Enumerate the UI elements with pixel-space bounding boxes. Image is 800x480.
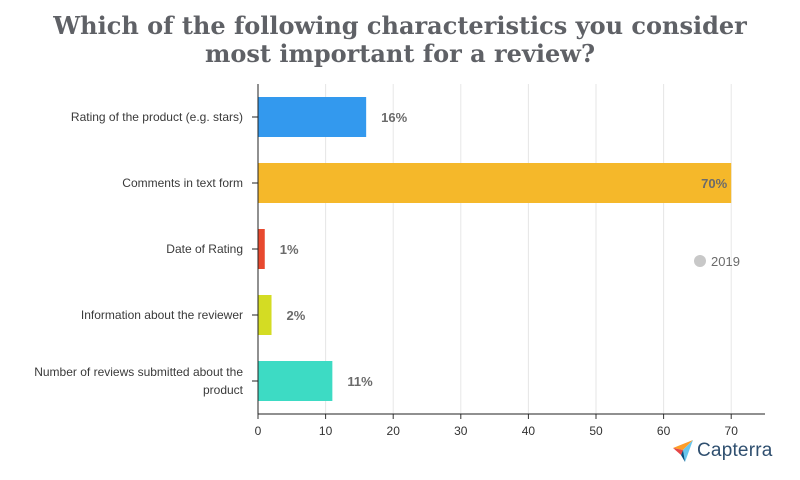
capterra-logo: Capterra: [672, 438, 773, 464]
capterra-arrow-icon: [673, 440, 693, 462]
x-tick-label: 30: [454, 424, 468, 438]
x-tick-label: 10: [319, 424, 333, 438]
chart-title-line-1: Which of the following characteristics y…: [53, 11, 747, 40]
data-label: 1%: [280, 242, 299, 257]
category-label: Rating of the product (e.g. stars): [71, 110, 243, 124]
x-tick-label: 20: [387, 424, 401, 438]
capterra-wordmark: Capterra: [697, 440, 773, 461]
data-label: 16%: [381, 110, 407, 125]
axes: [252, 84, 765, 419]
category-label: product: [203, 383, 244, 397]
bars: [258, 97, 732, 401]
legend: 2019: [694, 254, 740, 269]
labels: 0 10 20 30 40 50 60 70 Rating of the product (e.…: [34, 110, 738, 438]
x-tick-label: 70: [725, 424, 739, 438]
legend-marker: [694, 255, 706, 267]
x-tick-label: 0: [255, 424, 262, 438]
x-tick-label: 50: [589, 424, 603, 438]
data-label: 2%: [287, 308, 306, 323]
category-label: Information about the reviewer: [81, 308, 243, 322]
chart-title: Which of the following characteristics y…: [0, 12, 800, 68]
x-tick-label: 40: [522, 424, 536, 438]
legend-label: 2019: [711, 254, 740, 269]
chart-title-line-2: most important for a review?: [204, 39, 596, 68]
bar: [258, 97, 367, 137]
bar: [258, 361, 333, 401]
data-label: 11%: [347, 374, 373, 389]
category-label: Number of reviews submitted about the: [34, 365, 243, 379]
bar: [258, 163, 732, 203]
data-label: 70%: [701, 176, 727, 191]
category-label: Comments in text form: [122, 176, 243, 190]
category-label: Date of Rating: [166, 242, 243, 256]
x-tick-label: 60: [657, 424, 671, 438]
bar: [258, 229, 265, 269]
bar: [258, 295, 272, 335]
grid-lines: [325, 84, 732, 414]
